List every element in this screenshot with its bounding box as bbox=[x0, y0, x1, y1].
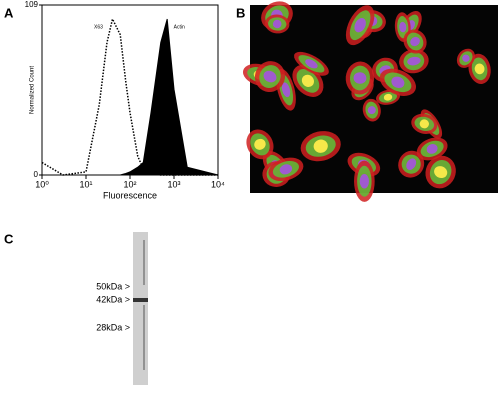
cell bbox=[379, 68, 416, 96]
cell bbox=[345, 5, 375, 46]
nucleus bbox=[279, 164, 293, 175]
nucleus bbox=[407, 56, 421, 66]
cell bbox=[416, 137, 448, 161]
nucleus bbox=[305, 59, 318, 69]
nucleus bbox=[391, 76, 405, 89]
nucleus bbox=[354, 18, 366, 33]
nucleus bbox=[434, 166, 448, 179]
cell bbox=[268, 157, 304, 182]
panel-label: A bbox=[4, 5, 14, 20]
nucleus bbox=[367, 106, 376, 115]
cell bbox=[345, 61, 375, 95]
histogram-area bbox=[42, 18, 219, 176]
x-tick-label: 10⁴ bbox=[211, 179, 225, 189]
blot-marker: 50kDa > bbox=[96, 281, 130, 291]
nucleus bbox=[399, 21, 407, 33]
y-tick-label: 109 bbox=[25, 0, 39, 9]
nucleus bbox=[383, 93, 393, 101]
x-tick-label: 10² bbox=[123, 179, 136, 189]
nucleus bbox=[359, 174, 369, 189]
x-tick-label: 10¹ bbox=[79, 179, 92, 189]
blot-lane bbox=[133, 232, 148, 385]
x-axis-title: Fluorescence bbox=[103, 190, 157, 200]
y-tick-label: 0 bbox=[34, 170, 39, 179]
nucleus bbox=[313, 139, 328, 153]
cell bbox=[294, 51, 329, 76]
panel-label: B bbox=[236, 5, 245, 20]
cell bbox=[425, 155, 456, 189]
cell bbox=[399, 49, 429, 74]
nucleus bbox=[254, 138, 266, 150]
nucleus bbox=[419, 119, 429, 129]
cell bbox=[411, 113, 438, 134]
nucleus bbox=[263, 70, 277, 83]
nucleus bbox=[426, 144, 438, 154]
cells bbox=[243, 1, 491, 202]
cell bbox=[398, 150, 425, 178]
x-tick-label: 10⁰ bbox=[35, 179, 49, 189]
x-tick-label: 10³ bbox=[167, 179, 180, 189]
cell bbox=[456, 48, 475, 68]
cell bbox=[362, 98, 381, 122]
nucleus bbox=[410, 36, 420, 47]
cell bbox=[265, 14, 290, 34]
plot-frame bbox=[41, 4, 219, 176]
nucleus bbox=[301, 74, 314, 88]
cell bbox=[403, 29, 427, 54]
nucleus bbox=[272, 19, 282, 29]
nucleus bbox=[406, 158, 417, 170]
cell bbox=[254, 61, 286, 93]
nucleus bbox=[281, 82, 291, 98]
histogram-line bbox=[41, 16, 218, 176]
nucleus bbox=[353, 72, 367, 84]
series-label: Actin bbox=[174, 24, 185, 30]
cell bbox=[354, 160, 375, 202]
nucleus bbox=[462, 54, 470, 62]
y-axis-title: Normalized Count bbox=[30, 66, 36, 114]
nucleus bbox=[474, 63, 485, 75]
cell bbox=[300, 131, 341, 162]
cell bbox=[246, 129, 274, 160]
blot-marker: 28kDa > bbox=[96, 322, 130, 332]
blot-marker: 42kDa > bbox=[96, 294, 130, 304]
series-label: X63 bbox=[94, 24, 103, 30]
cell bbox=[468, 53, 491, 84]
blot-band bbox=[133, 298, 148, 302]
panel-label: C bbox=[4, 231, 14, 246]
